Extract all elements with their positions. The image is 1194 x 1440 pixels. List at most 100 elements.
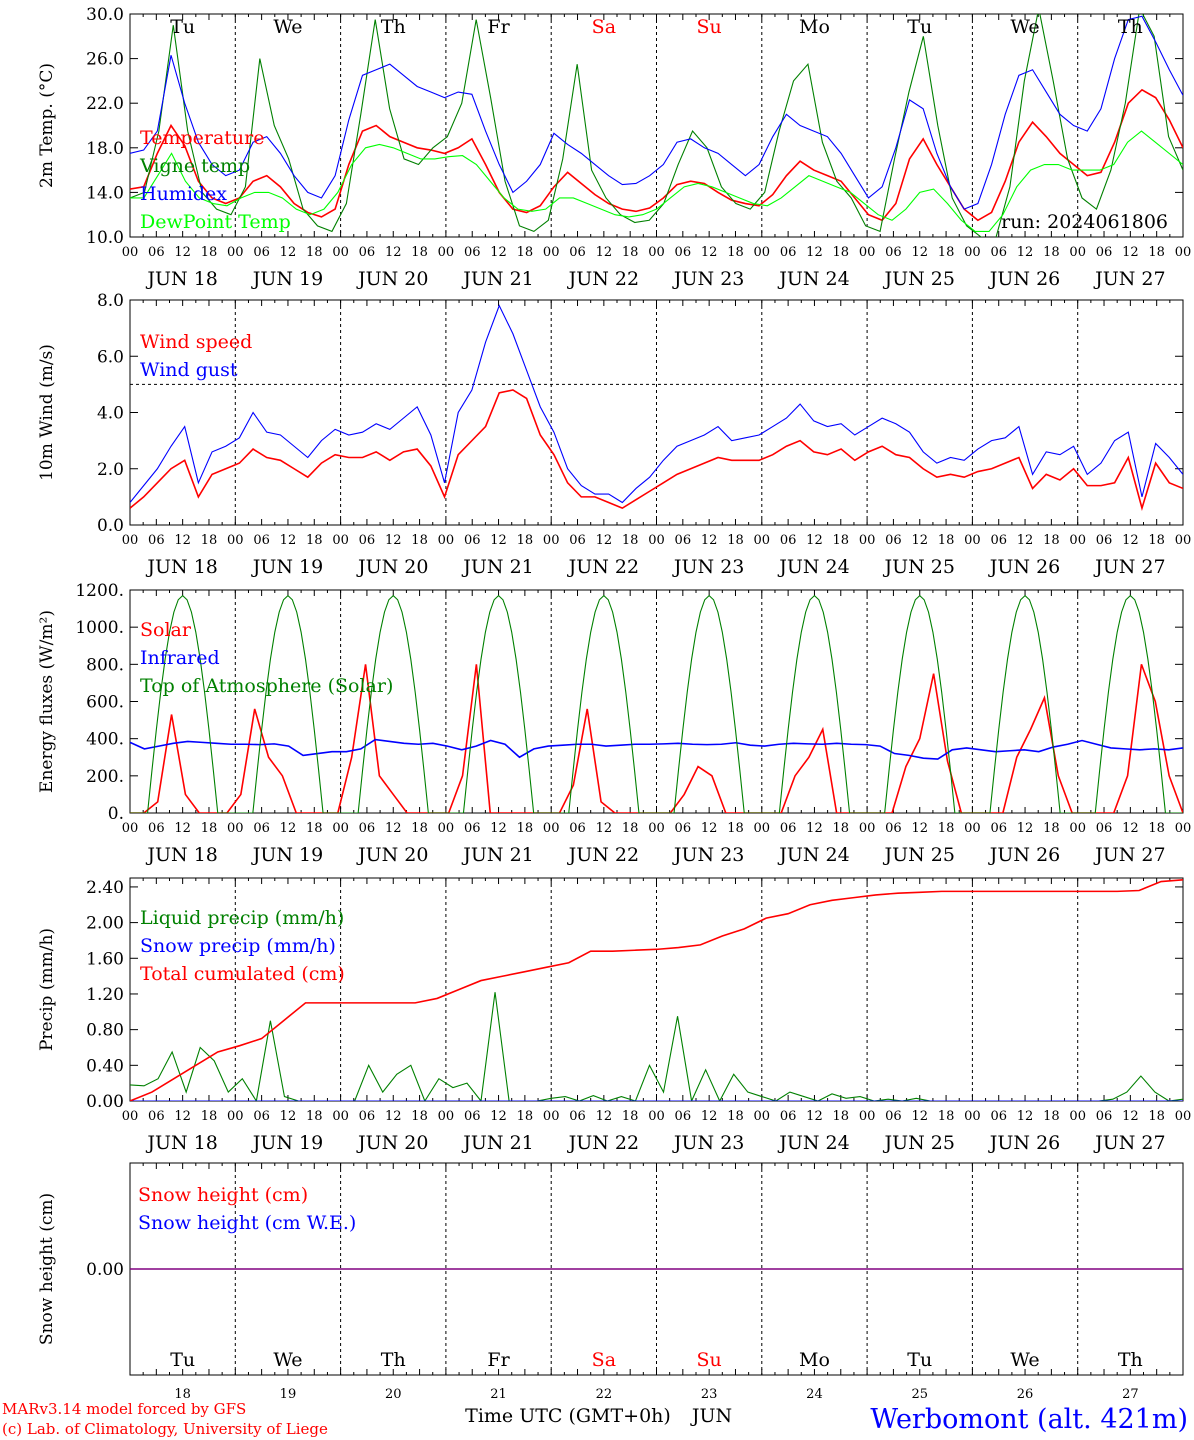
legend-label: Solar <box>140 619 192 641</box>
hour-label: 06 <box>569 533 586 548</box>
hour-label: 00 <box>859 533 876 548</box>
y-tick-label: 14.0 <box>86 183 124 203</box>
date-label: JUN 24 <box>777 844 849 866</box>
hour-label: 00 <box>227 821 244 836</box>
hour-label: 18 <box>201 245 218 260</box>
series-group <box>130 304 1183 512</box>
hour-label: 18 <box>938 245 955 260</box>
hour-label: 12 <box>1122 821 1139 836</box>
date-label: JUN 21 <box>461 556 533 578</box>
series-line-infrared <box>130 738 1183 760</box>
y-tick-label: 22.0 <box>86 94 124 114</box>
hour-label: 12 <box>280 245 297 260</box>
hour-label: 00 <box>648 245 665 260</box>
hour-label: 12 <box>1122 1109 1139 1124</box>
hour-label: 06 <box>253 533 270 548</box>
date-label: JUN 26 <box>988 844 1060 866</box>
hour-label: 18 <box>201 1109 218 1124</box>
hour-label: 06 <box>464 245 481 260</box>
y-tick-label: 800. <box>86 655 124 675</box>
hour-label: 12 <box>385 533 402 548</box>
hour-label: 06 <box>780 245 797 260</box>
hour-label: 18 <box>833 245 850 260</box>
hour-label: 18 <box>411 821 428 836</box>
date-label: JUN 22 <box>567 1132 639 1154</box>
date-label: JUN 24 <box>777 556 849 578</box>
hour-label: 12 <box>174 821 191 836</box>
hour-label: 18 <box>411 533 428 548</box>
legend-label: Infrared <box>140 647 220 669</box>
legend-label: Vigne temp <box>139 155 250 177</box>
series-line-dewpoint-temp <box>130 130 1183 232</box>
hour-label: 00 <box>122 1109 139 1124</box>
hour-label: 18 <box>938 1109 955 1124</box>
date-label: JUN 20 <box>356 844 428 866</box>
hour-label: 12 <box>911 821 928 836</box>
y-tick-label: 1.20 <box>86 985 124 1005</box>
y-axis-label: 10m Wind (m/s) <box>37 344 57 481</box>
date-label: JUN 27 <box>1093 1132 1165 1154</box>
legend-label: Temperature <box>140 127 264 149</box>
date-label: JUN 19 <box>251 268 323 290</box>
y-tick-label: 18.0 <box>86 139 124 159</box>
y-tick-label: 400. <box>86 730 124 750</box>
series-group <box>130 594 1183 813</box>
legend-label: Total cumulated (cm) <box>140 963 345 985</box>
weekday-label: Th <box>381 1349 406 1371</box>
hour-label: 00 <box>648 821 665 836</box>
series-line-top-of-atmosphere-solar- <box>130 594 1183 813</box>
weekday-label: Th <box>1118 16 1143 38</box>
hour-label: 12 <box>911 533 928 548</box>
hour-label: 06 <box>359 1109 376 1124</box>
y-tick-label: 10.0 <box>86 228 124 248</box>
date-label: JUN 22 <box>567 268 639 290</box>
y-tick-label: 2.40 <box>86 878 124 898</box>
hour-label: 18 <box>622 533 639 548</box>
hour-label: 00 <box>438 245 455 260</box>
hour-label: 12 <box>1122 245 1139 260</box>
plot-frame <box>129 299 1184 526</box>
series-line-solar <box>130 664 1183 813</box>
y-tick-label: 4.0 <box>97 404 124 424</box>
hour-label: 18 <box>306 245 323 260</box>
legend-label: Wind speed <box>140 331 252 353</box>
hour-label: 12 <box>701 1109 718 1124</box>
date-label: JUN 20 <box>356 556 428 578</box>
date-label: JUN 25 <box>883 268 955 290</box>
legend-label: Snow height (cm) <box>138 1184 308 1206</box>
hour-label: 06 <box>780 821 797 836</box>
series-group <box>130 14 1183 237</box>
y-tick-label: 1000. <box>75 618 124 638</box>
legend-label: Humidex <box>140 183 227 205</box>
hour-label: 00 <box>543 245 560 260</box>
hour-label: 00 <box>754 533 771 548</box>
hour-label: 00 <box>1069 821 1086 836</box>
hour-label: 00 <box>859 821 876 836</box>
y-tick-label: 6.0 <box>97 347 124 367</box>
hour-label: 00 <box>1175 1109 1192 1124</box>
y-tick-label: 0.40 <box>86 1056 124 1076</box>
hour-label: 06 <box>253 1109 270 1124</box>
legend-label: Snow height (cm W.E.) <box>138 1212 356 1234</box>
weekday-label: Fr <box>487 1349 510 1371</box>
y-axis-label: Energy fluxes (W/m²) <box>37 610 57 793</box>
y-tick-label: 0.0 <box>97 516 124 536</box>
hour-label: 12 <box>385 245 402 260</box>
hour-label: 06 <box>464 821 481 836</box>
legend-label: Liquid precip (mm/h) <box>140 907 344 929</box>
date-label: JUN 23 <box>672 556 744 578</box>
hour-label: 18 <box>938 821 955 836</box>
hour-label: 00 <box>332 245 349 260</box>
weekday-label: Th <box>1118 1349 1143 1371</box>
hour-label: 06 <box>569 821 586 836</box>
day-number-label: 23 <box>701 1387 718 1402</box>
date-label: JUN 26 <box>988 1132 1060 1154</box>
panel-temp: 10.0 14.0 18.0 22.0 26.0 30.0 2m Temp. (°C) 00 0… <box>37 5 1191 290</box>
date-label: JUN 26 <box>988 556 1060 578</box>
hour-label: 06 <box>148 533 165 548</box>
hour-label: 18 <box>833 533 850 548</box>
panel-snow: 0.00 Snow height (cm) Snow height (cm) Snow… <box>37 1162 1184 1402</box>
hour-label: 12 <box>806 533 823 548</box>
date-label: JUN 27 <box>1093 844 1165 866</box>
